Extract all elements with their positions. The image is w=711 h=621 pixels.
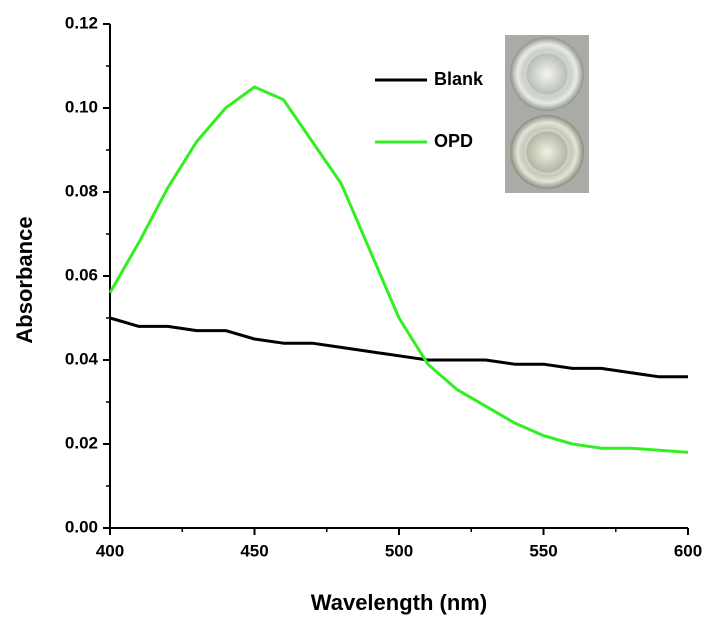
- y-tick-label: 0.06: [65, 265, 98, 284]
- legend-label: Blank: [434, 69, 484, 89]
- x-tick-label: 600: [674, 541, 702, 560]
- x-tick-label: 400: [96, 541, 124, 560]
- series-line: [108, 85, 689, 454]
- inset-photo: [505, 35, 589, 193]
- y-tick-label: 0.04: [65, 349, 99, 368]
- series-line: [109, 316, 688, 379]
- y-tick-label: 0.02: [65, 433, 98, 452]
- x-tick-label: 550: [529, 541, 557, 560]
- legend-label: OPD: [434, 131, 473, 151]
- y-tick-label: 0.12: [65, 13, 98, 32]
- y-tick-label: 0.08: [65, 181, 98, 200]
- x-tick-label: 500: [385, 541, 413, 560]
- x-tick-label: 450: [240, 541, 268, 560]
- x-axis-title: Wavelength (nm): [311, 590, 487, 615]
- y-axis-title: Absorbance: [12, 216, 37, 343]
- y-tick-label: 0.00: [65, 517, 98, 536]
- y-tick-label: 0.10: [65, 97, 98, 116]
